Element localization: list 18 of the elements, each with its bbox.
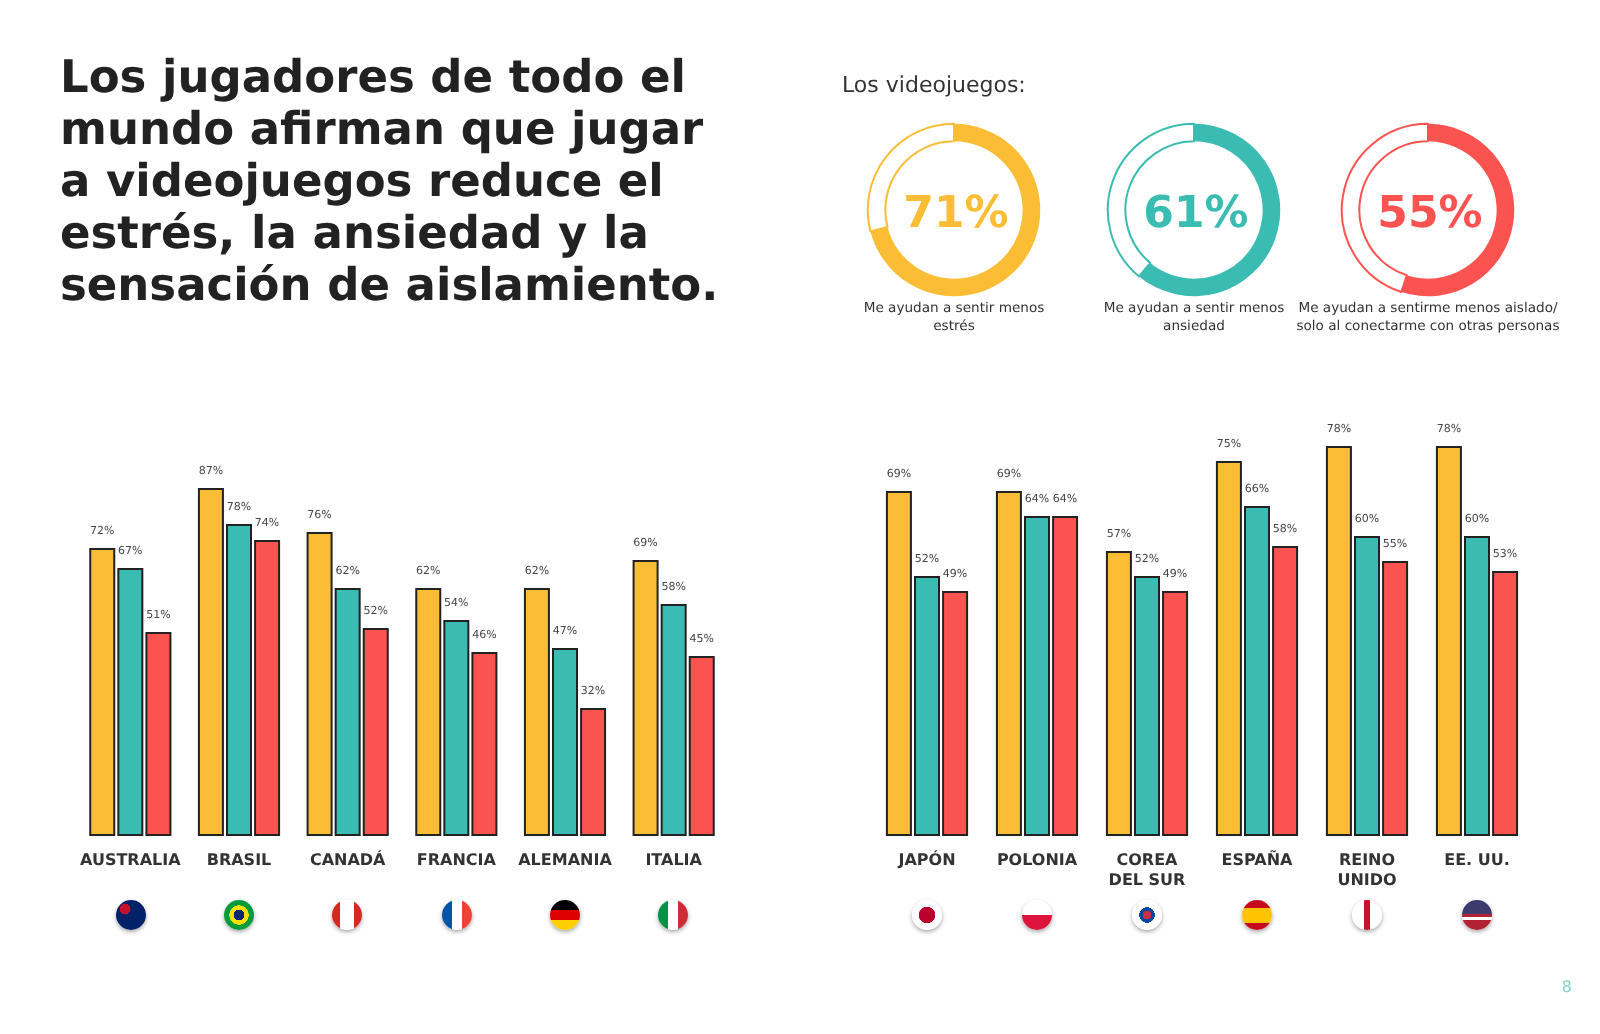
x-tick-label: EE. UU. [1444, 851, 1510, 869]
x-tick-label: JAPÓN [896, 849, 956, 869]
text: 8 [1561, 978, 1572, 996]
data-label: 55% [1377, 189, 1483, 239]
x-tick-label: AUSTRALIA [80, 851, 183, 869]
text: Los jugadores de todo el mundo afirman que jugar a videojuegos reduce el estrés, la ansiedad y la sensación de aislamiento. [60, 52, 720, 312]
chart-subtitle: Los videojuegos: [842, 72, 1026, 98]
x-tick-label: REINO UNIDO [1337, 851, 1398, 889]
x-tick-label: BRASIL [206, 851, 272, 869]
data-label: 71% [903, 189, 1009, 239]
x-tick-label: CANADÁ [309, 849, 388, 869]
x-tick-label: FRANCIA [416, 851, 498, 869]
data-label: 61% [1143, 189, 1249, 239]
x-tick-label: ALEMANIA [518, 851, 614, 869]
x-tick-label: POLONIA [996, 851, 1079, 869]
x-tick-label: COREA DEL SUR [1108, 851, 1186, 889]
x-tick-label: ESPAÑA [1221, 849, 1295, 869]
x-tick-label: ITALIA [645, 851, 704, 869]
